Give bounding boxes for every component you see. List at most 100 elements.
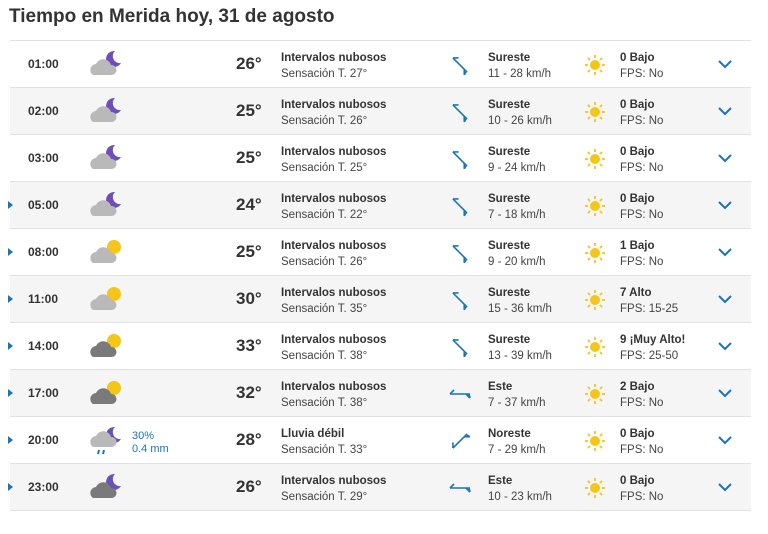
forecast-row[interactable]: 01:00 26° Intervalos nubosos Sensación T. 2… [10,40,751,87]
wind-speed: 7 - 29 km/h [488,444,546,456]
temperature: 25° [236,148,262,167]
wind-arrow-icon [448,147,472,171]
uv-sun-icon [584,289,606,311]
feels-like: Sensación T. 25° [281,162,368,174]
forecast-row[interactable]: 03:00 25° Intervalos nubosos Sensación T. 2… [10,134,751,181]
fps-label: FPS: No [620,256,664,268]
expand-marker-icon[interactable] [8,483,13,491]
chevron-down-icon[interactable] [716,385,734,401]
forecast-row[interactable]: 11:00 30° Intervalos nubosos Sensación T. 3… [8,275,751,322]
chevron-down-icon[interactable] [716,479,734,495]
condition: Intervalos nubosos Sensación T. 38° [281,332,386,364]
expand-marker-icon[interactable] [8,201,13,209]
forecast-row[interactable]: 05:00 24° Intervalos nubosos Sensación T. 2… [8,181,751,228]
uv-label: 9 ¡Muy Alto! [620,334,686,346]
hour-label: 17:00 [28,386,59,400]
hour-label: 14:00 [28,339,59,353]
chevron-down-icon[interactable] [716,244,734,260]
hour-label: 20:00 [28,433,59,447]
forecast-row[interactable]: 17:00 32° Intervalos nubosos Sensación T. 3… [8,369,751,416]
wind: Este 7 - 37 km/h [488,379,546,411]
uv-index: 0 Bajo FPS: No [620,191,663,223]
forecast-row[interactable]: 14:00 33° Intervalos nubosos Sensación T. 3… [8,322,751,369]
cloud-moon-icon [88,49,124,81]
uv-sun-icon [584,477,606,499]
temperature: 33° [236,336,262,355]
rain-probability: 30% [132,430,155,442]
uv-index: 0 Bajo FPS: No [620,144,663,176]
expand-marker-icon[interactable] [8,436,13,444]
temperature: 25° [236,101,262,120]
condition-label: Intervalos nubosos [281,52,387,64]
temperature: 24° [236,195,262,214]
rain-cloud-moon-icon [88,425,124,457]
hour-label: 23:00 [28,480,59,494]
forecast-row[interactable]: 23:00 26° Intervalos nubosos Sensación T. 2… [8,463,751,511]
wind-speed: 10 - 26 km/h [488,115,552,127]
chevron-down-icon[interactable] [716,56,734,72]
hour-label: 08:00 [28,245,59,259]
fps-label: FPS: No [620,68,664,80]
forecast-row[interactable]: 20:00 30% 0.4 mm 28° Lluvia débil Sensación T… [8,416,751,463]
wind-speed: 7 - 18 km/h [488,209,546,221]
cloud-sun-icon [88,284,124,316]
condition-label: Intervalos nubosos [281,381,387,393]
hour-label: 11:00 [28,292,59,306]
wind-direction: Sureste [488,240,531,252]
wind-direction: Sureste [488,193,531,205]
condition: Intervalos nubosos Sensación T. 35° [281,285,386,317]
uv-sun-icon [584,383,606,405]
uv-index: 2 Bajo FPS: No [620,379,663,411]
expand-marker-icon[interactable] [8,342,13,350]
condition: Intervalos nubosos Sensación T. 26° [281,238,386,270]
expand-marker-icon[interactable] [8,295,13,303]
uv-label: 0 Bajo [620,146,655,158]
wind-speed: 10 - 23 km/h [488,491,552,503]
wind-arrow-icon [448,335,472,359]
chevron-down-icon[interactable] [716,103,734,119]
uv-label: 0 Bajo [620,193,655,205]
dark-cloud-moon-icon [88,472,124,504]
wind-arrow-icon [448,476,472,500]
uv-label: 0 Bajo [620,428,655,440]
uv-index: 0 Bajo FPS: No [620,50,663,82]
wind-direction: Sureste [488,146,531,158]
wind: Sureste 10 - 26 km/h [488,97,552,129]
condition-label: Intervalos nubosos [281,193,387,205]
chevron-down-icon[interactable] [716,338,734,354]
expand-marker-icon[interactable] [8,389,13,397]
temperature: 32° [236,383,262,402]
uv-index: 1 Bajo FPS: No [620,238,663,270]
condition-label: Intervalos nubosos [281,99,387,111]
forecast-row[interactable]: 08:00 25° Intervalos nubosos Sensación T. 2… [8,228,751,275]
wind-direction: Sureste [488,334,531,346]
feels-like: Sensación T. 27° [281,68,368,80]
condition-label: Intervalos nubosos [281,475,387,487]
uv-sun-icon [584,430,606,452]
feels-like: Sensación T. 26° [281,256,368,268]
expand-marker-icon[interactable] [8,248,13,256]
feels-like: Sensación T. 33° [281,444,368,456]
page-title: Tiempo en Merida hoy, 31 de agosto [9,6,335,27]
rain-info: 30% 0.4 mm [132,430,169,456]
feels-like: Sensación T. 26° [281,115,368,127]
temperature: 26° [236,477,262,496]
chevron-down-icon[interactable] [716,150,734,166]
fps-label: FPS: No [620,444,664,456]
condition-label: Intervalos nubosos [281,240,387,252]
chevron-down-icon[interactable] [716,432,734,448]
fps-label: FPS: 25-50 [620,350,679,362]
wind-direction: Noreste [488,428,531,440]
wind-arrow-icon [448,382,472,406]
wind: Sureste 7 - 18 km/h [488,191,546,223]
chevron-down-icon[interactable] [716,291,734,307]
chevron-down-icon[interactable] [716,197,734,213]
uv-label: 0 Bajo [620,475,655,487]
fps-label: FPS: No [620,491,664,503]
condition: Intervalos nubosos Sensación T. 29° [281,473,386,505]
uv-sun-icon [584,242,606,264]
temperature: 28° [236,430,262,449]
feels-like: Sensación T. 38° [281,350,368,362]
uv-index: 9 ¡Muy Alto! FPS: 25-50 [620,332,685,364]
forecast-row[interactable]: 02:00 25° Intervalos nubosos Sensación T. 2… [10,87,751,134]
